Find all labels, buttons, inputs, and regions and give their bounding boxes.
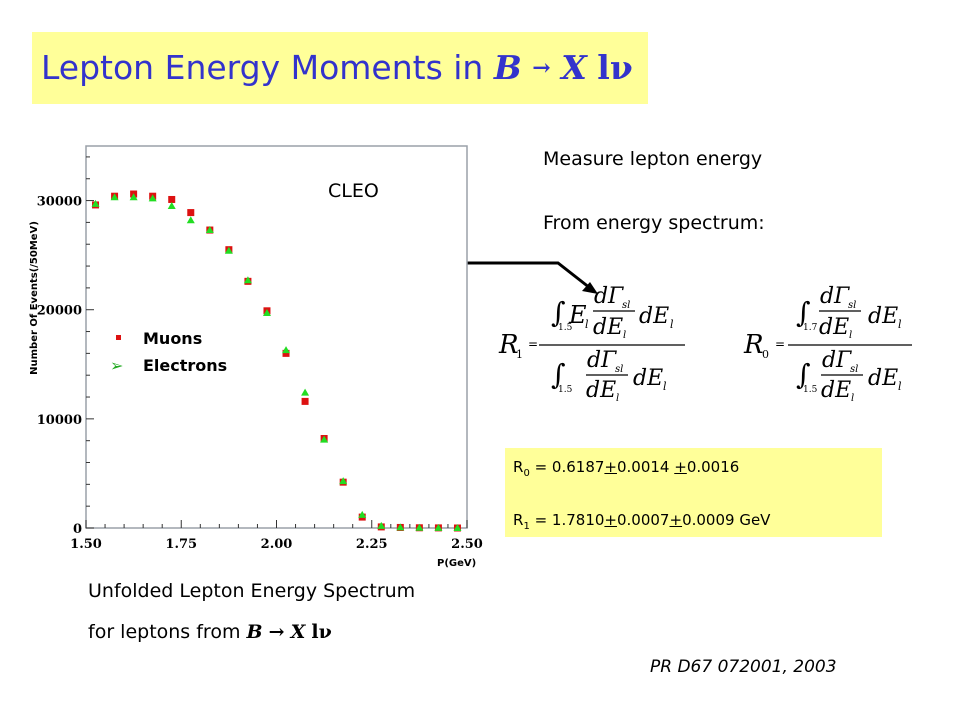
muon-point (168, 195, 176, 203)
svg-text:dE: dE (586, 378, 616, 402)
svg-text:∫: ∫ (551, 358, 566, 391)
caption-line-1: Unfolded Lepton Energy Spectrum (88, 580, 416, 602)
svg-text:∫: ∫ (796, 358, 811, 391)
svg-text:dE: dE (593, 315, 623, 340)
svg-text:dE: dE (819, 315, 849, 340)
x-tick-label: 2.00 (261, 537, 293, 552)
svg-text:R: R (743, 330, 764, 360)
svg-text:sl: sl (850, 364, 858, 375)
x-tick-label: 2.50 (451, 537, 483, 552)
results-box (505, 448, 882, 537)
svg-text:E: E (568, 301, 587, 329)
cleo-annotation: CLEO (328, 180, 379, 202)
svg-text:dE: dE (639, 304, 669, 329)
x-tick-label: 2.25 (356, 537, 388, 552)
svg-text:Γ: Γ (600, 348, 617, 373)
svg-text:1.5: 1.5 (558, 323, 573, 333)
electron-point (396, 523, 405, 531)
svg-text:d: d (587, 348, 601, 373)
svg-text:sl: sl (622, 300, 630, 311)
formula-r1: R 1 = ∫ 1.5 E l d Γ sl dE l dE l ∫ 1.5 d… (498, 284, 685, 402)
svg-text:d: d (594, 284, 608, 309)
page-title: Lepton Energy Moments in B → X lν (41, 48, 633, 87)
formula-r0: R 0 = ∫ 1.7 d Γ sl dE l dE l ∫ 1.5 d Γ s… (743, 284, 912, 402)
svg-text:0: 0 (762, 348, 769, 361)
electron-point (453, 524, 462, 531)
svg-text:l: l (849, 330, 852, 341)
x-axis-label: P(GeV) (437, 558, 476, 569)
electron-point (339, 477, 348, 485)
electron-point (434, 523, 443, 531)
svg-text:l: l (663, 380, 667, 393)
svg-text:dE: dE (868, 304, 898, 329)
y-tick-label: 0 (73, 522, 82, 537)
svg-text:dE: dE (868, 366, 898, 391)
electron-point (167, 202, 176, 210)
svg-text:Γ: Γ (835, 348, 852, 373)
electron-point (282, 346, 291, 354)
r1-result: R1 = 1.7810+0.0007+0.0009 GeV (513, 511, 771, 532)
svg-text:∫: ∫ (796, 296, 811, 329)
legend-electrons: Electrons (143, 356, 227, 375)
svg-text:d: d (820, 284, 834, 309)
y-tick-label: 30000 (37, 195, 82, 210)
svg-text:1.5: 1.5 (803, 385, 818, 395)
svg-text:l: l (898, 318, 902, 331)
svg-text:l: l (616, 393, 619, 402)
electron-point (224, 246, 233, 254)
svg-text:Γ: Γ (833, 284, 850, 309)
svg-text:l: l (898, 380, 902, 393)
svg-text:∫: ∫ (551, 296, 566, 329)
svg-text:=: = (775, 337, 785, 351)
electron-point (110, 193, 119, 201)
svg-text:1.7: 1.7 (803, 323, 818, 333)
svg-text:=: = (528, 337, 538, 351)
y-tick-label: 10000 (37, 413, 82, 428)
svg-text:dE: dE (633, 366, 663, 391)
electron-point (91, 199, 100, 207)
plot-frame (85, 145, 468, 529)
electron-point (129, 193, 138, 201)
reference-text: PR D67 072001, 2003 (650, 657, 837, 677)
svg-text:sl: sl (615, 364, 623, 375)
measure-text: Measure lepton energy (543, 148, 763, 170)
legend-muons: Muons (143, 329, 202, 348)
x-tick-label: 1.75 (165, 537, 197, 552)
electron-point (243, 276, 252, 284)
spectrum-text: From energy spectrum: (543, 212, 765, 234)
svg-text:sl: sl (848, 300, 856, 311)
muon-point (282, 349, 290, 357)
svg-text:l: l (585, 318, 589, 331)
svg-text:l: l (670, 318, 674, 331)
electron-point (301, 388, 310, 396)
title-banner (32, 32, 648, 104)
electron-point (186, 216, 195, 224)
legend-muon-marker (116, 335, 121, 340)
muon-point (187, 209, 195, 217)
electron-point (262, 308, 271, 316)
svg-text:l: l (623, 330, 626, 341)
caption-line-2: for leptons from B → X lν (88, 621, 332, 643)
svg-text:1.5: 1.5 (558, 385, 573, 395)
svg-text:R: R (498, 330, 519, 360)
electron-point (377, 521, 386, 529)
electron-point (415, 523, 424, 531)
svg-text:Γ: Γ (607, 284, 624, 309)
svg-text:d: d (822, 348, 836, 373)
electron-point (205, 226, 214, 234)
electron-point (358, 510, 367, 518)
electron-point (320, 435, 329, 443)
svg-text:1: 1 (516, 348, 523, 361)
y-tick-label: 20000 (37, 304, 82, 319)
r0-result: R0 = 0.6187+0.0014 +0.0016 (513, 458, 740, 479)
electron-point (148, 194, 157, 202)
svg-text:l: l (851, 393, 854, 402)
y-axis-label: Number Of Events(/50MeV) (29, 221, 40, 375)
muon-point (301, 397, 309, 405)
legend-electron-marker: ➢ (110, 356, 123, 375)
svg-text:dE: dE (821, 378, 851, 402)
x-tick-label: 1.50 (70, 537, 102, 552)
